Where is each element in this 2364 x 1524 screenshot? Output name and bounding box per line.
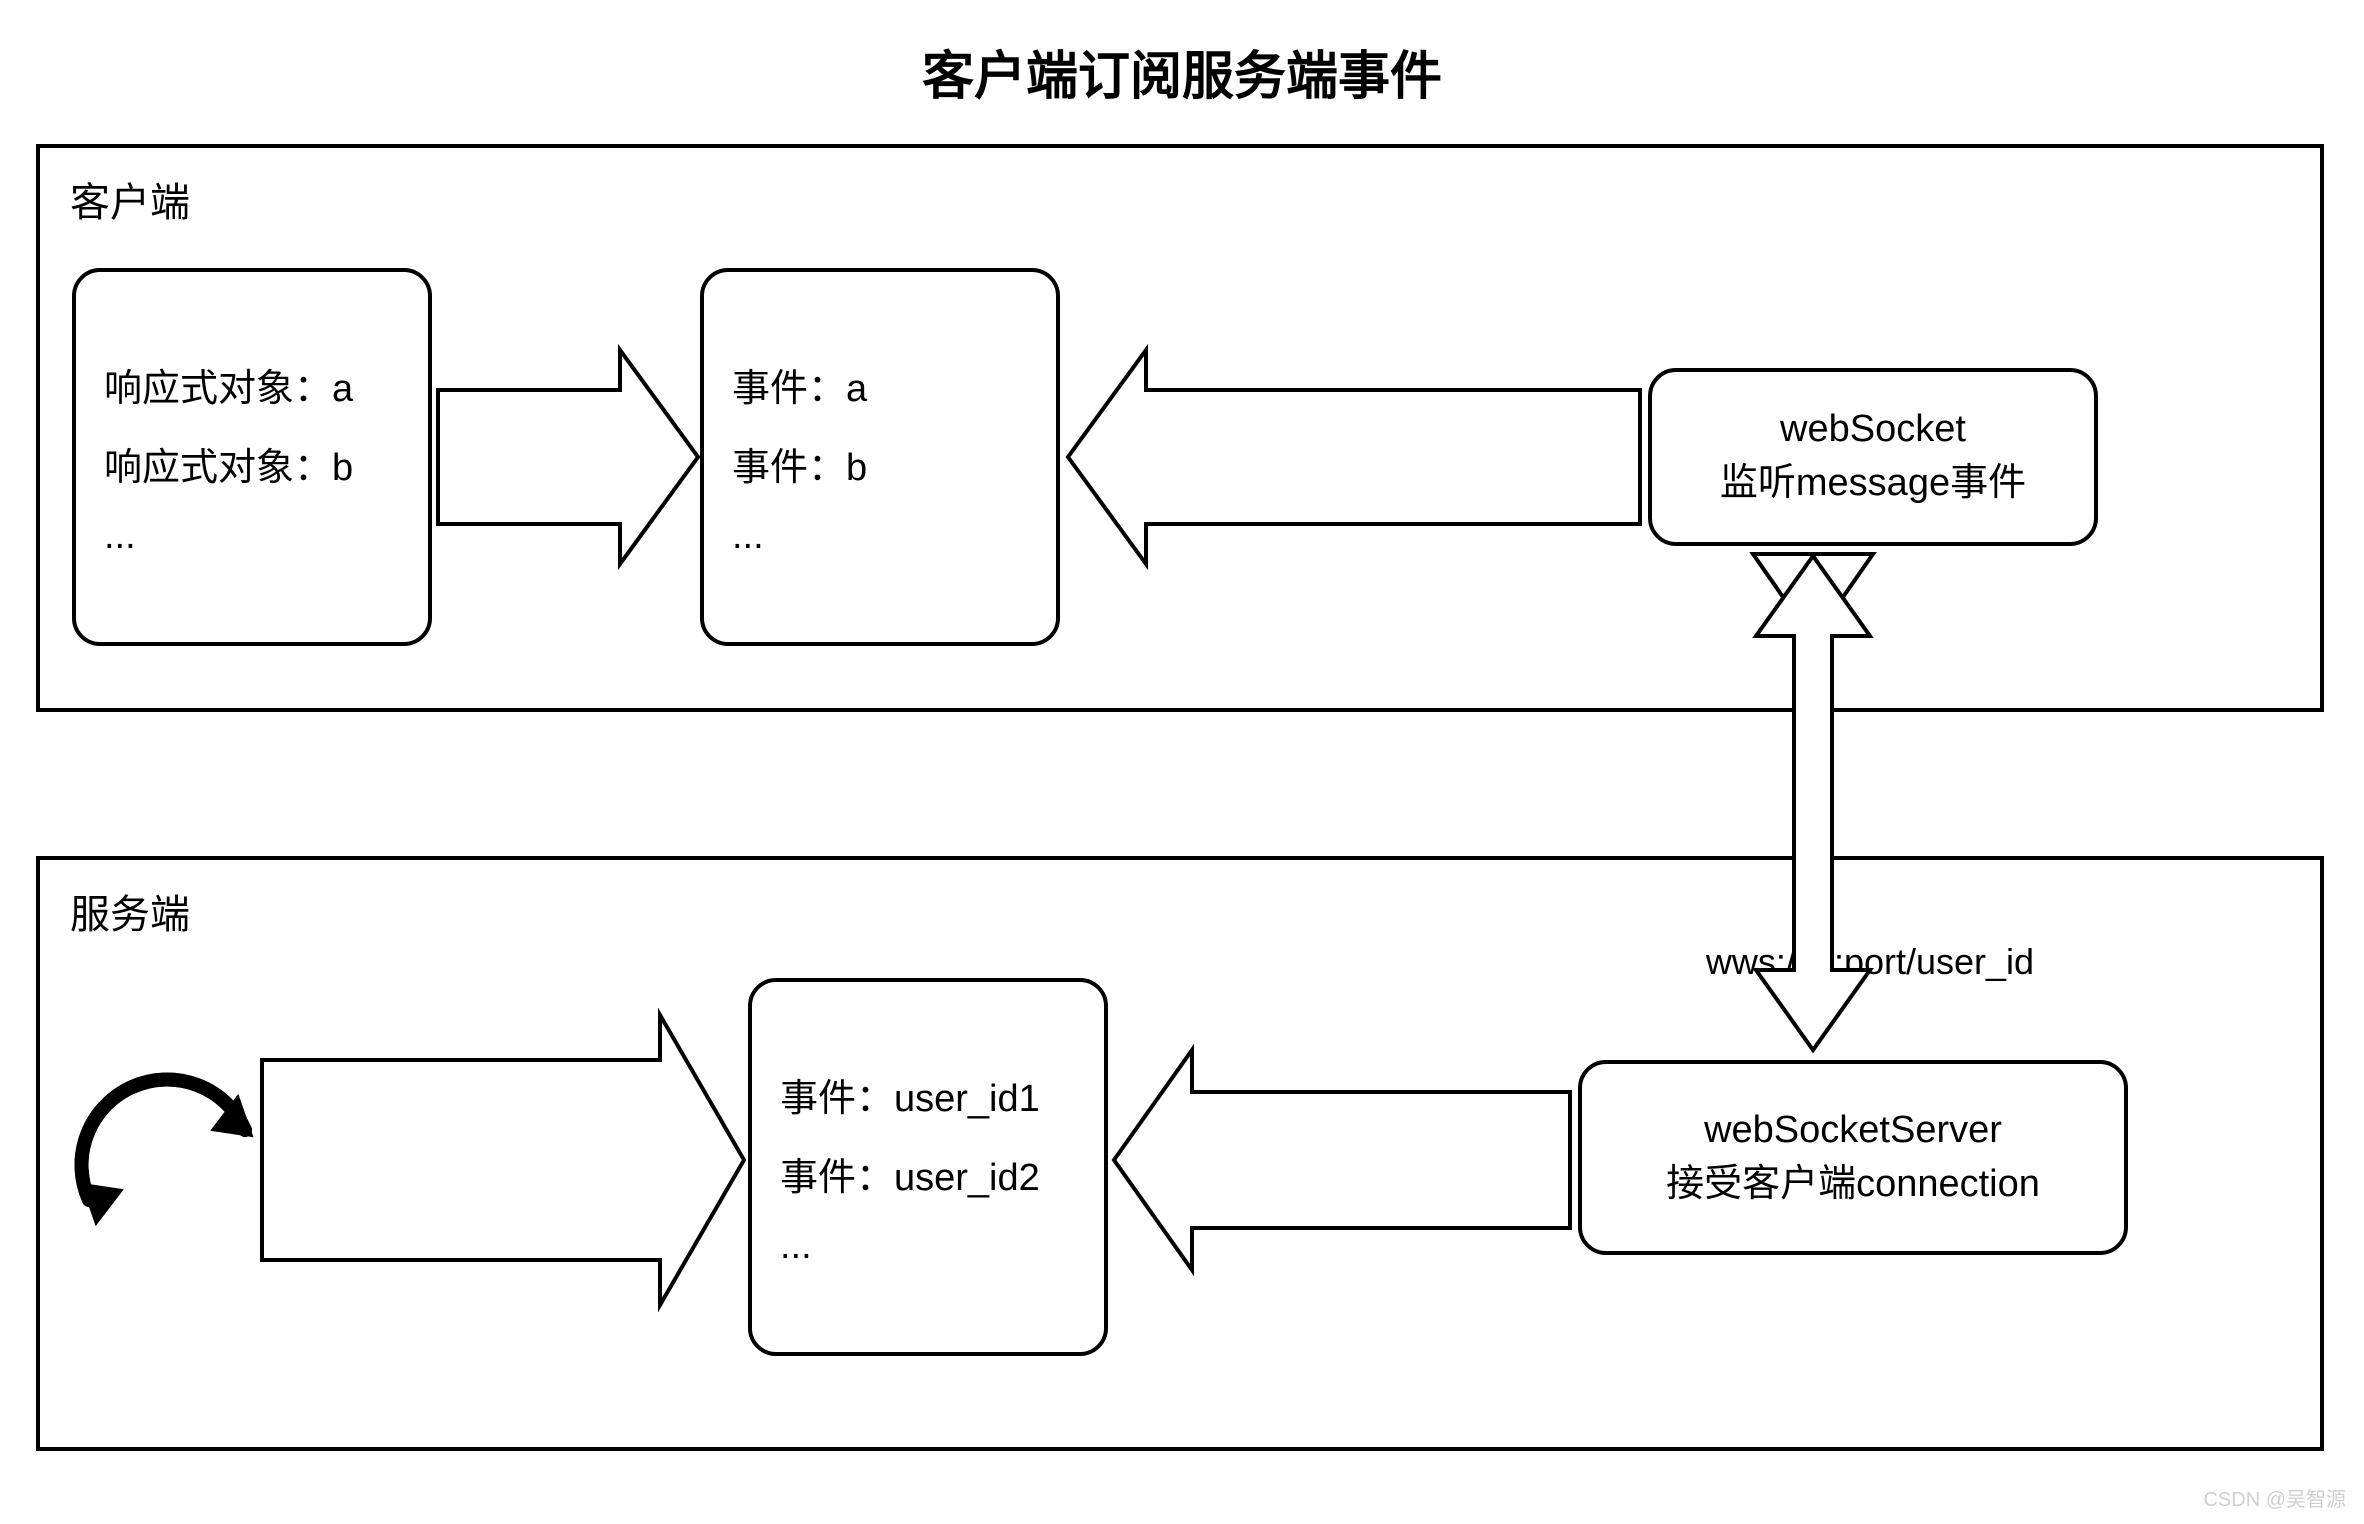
client-panel-label: 客户端 (70, 170, 190, 228)
url-annotation: wws://ip:port/user_id (1640, 938, 2100, 987)
diagram-title: 客户端订阅服务端事件 (0, 34, 2364, 109)
node-line: 监听message事件 (1720, 451, 2026, 506)
websocket-client-node: webSocket 监听message事件 (1648, 368, 2098, 546)
node-line: webSocket (1780, 408, 1966, 451)
node-line: 响应式对象：b (104, 436, 428, 491)
client-events-node: 事件：a 事件：b ... (700, 268, 1060, 646)
node-line: 事件：user_id1 (780, 1067, 1104, 1122)
arrow-label-publish-client: 根据message中返回的 变量名，发布对应事件 (1135, 410, 1605, 507)
node-line: 接受客户端connection (1666, 1152, 2040, 1207)
reactive-objects-node: 响应式对象：a 响应式对象：b ... (72, 268, 432, 646)
node-line: webSocketServer (1704, 1109, 2002, 1152)
node-line: 事件：a (732, 357, 1056, 412)
diagram-canvas: 客户端订阅服务端事件 客户端 服务端 响应式对象：a 响应式对象：b ... 事… (0, 0, 2364, 1524)
server-events-node: 事件：user_id1 事件：user_id2 ... (748, 978, 1108, 1356)
node-line: 事件：user_id2 (780, 1146, 1104, 1201)
node-line: 事件：b (732, 436, 1056, 491)
node-line: ... (780, 1225, 1104, 1268)
node-line: ... (732, 515, 1056, 558)
node-line: 响应式对象：a (104, 357, 428, 412)
websocket-server-node: webSocketServer 接受客户端connection (1578, 1060, 2128, 1255)
arrow-label-publish-server: 涉及user_id的数据更新， 发布user_id事件， 参数为变量名和内容 (272, 1080, 722, 1226)
arrow-label-subscribe-userid: 根据user_id订阅事件 (1170, 1138, 1560, 1187)
arrow-label-subscribe: 订阅事件 (470, 435, 670, 484)
server-panel-label: 服务端 (70, 882, 190, 940)
watermark: CSDN @吴智源 (2203, 1483, 2346, 1512)
node-line: ... (104, 515, 428, 558)
